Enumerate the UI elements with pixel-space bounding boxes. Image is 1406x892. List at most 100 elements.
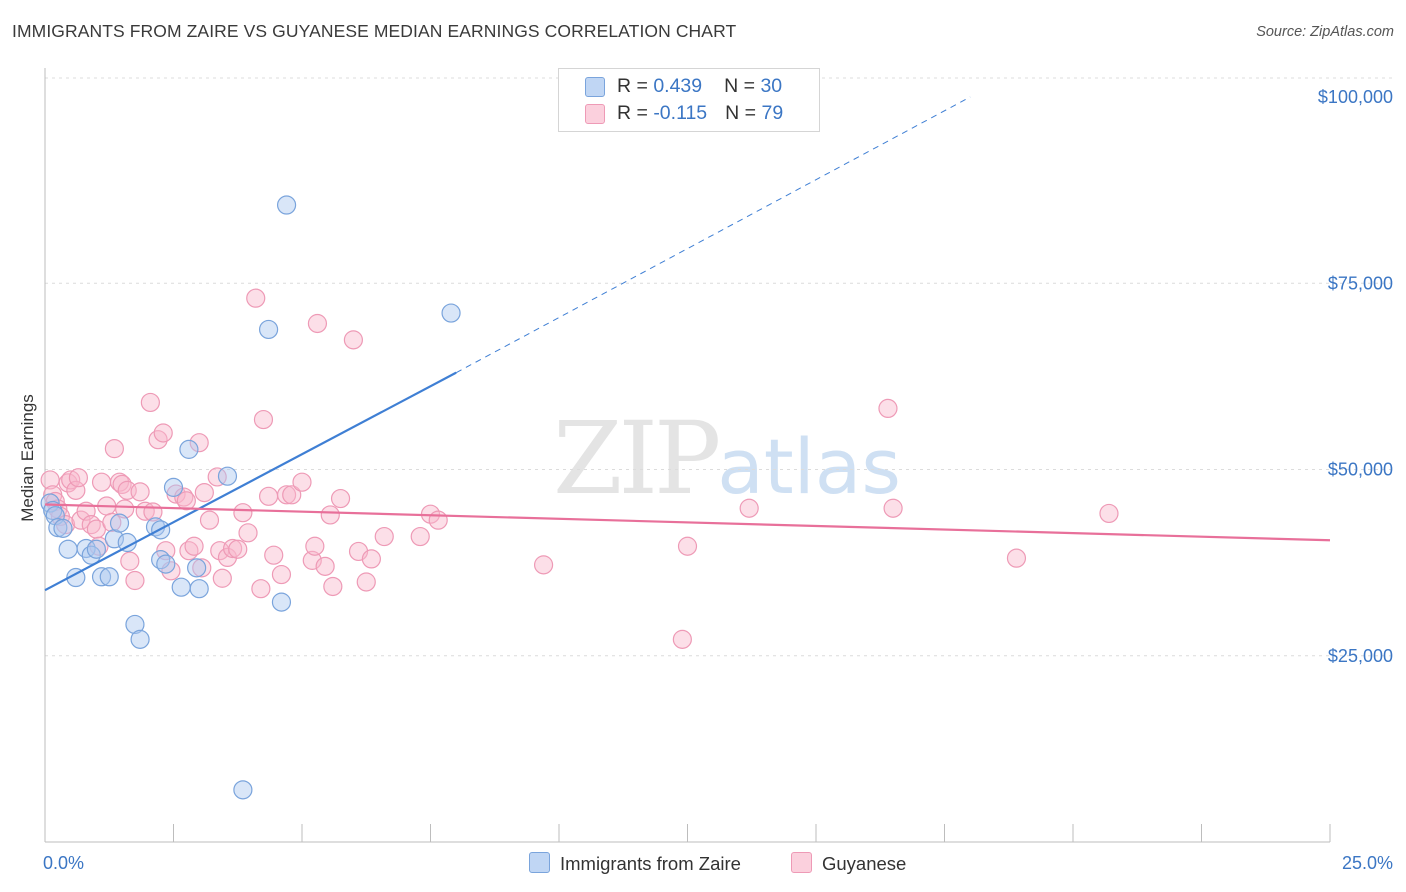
zaire-point [104, 529, 124, 549]
guyanese-point [292, 472, 312, 492]
zaire-point [156, 554, 176, 574]
guyanese-point [330, 488, 351, 509]
guyanese-point [192, 558, 212, 578]
zaire-point [187, 558, 207, 578]
zaire-point [40, 493, 60, 513]
guyanese-point [428, 510, 448, 530]
guyanese-point [356, 572, 376, 592]
zaire-point [233, 780, 253, 800]
x-tick-label: 25.0% [1342, 853, 1393, 873]
guyanese-trend-line [44, 503, 1331, 542]
zaire-trend-extension [455, 96, 971, 374]
zaire-point [58, 539, 78, 559]
zaire-point [130, 629, 150, 649]
legend-n-value: 79 [761, 102, 784, 124]
legend-r-label: R = [617, 102, 654, 124]
legend-r-label: R = [617, 75, 654, 97]
chart-title: IMMIGRANTS FROM ZAIRE VS GUYANESE MEDIAN… [12, 21, 737, 41]
guyanese-point [410, 526, 430, 547]
legend-text-zaire: R = 0.439 N = 30 [617, 75, 782, 98]
zaire-point [179, 439, 199, 459]
zaire-point [189, 579, 209, 599]
legend-n-label: N = [725, 102, 762, 124]
guyanese-point [533, 555, 554, 575]
zaire-trend-line [44, 371, 457, 592]
guyanese-point [156, 541, 176, 561]
watermark: ZIPatlas [553, 400, 901, 517]
guyanese-point [217, 547, 238, 568]
guyanese-point [246, 288, 266, 308]
watermark-zip: ZIP [553, 400, 721, 517]
guyanese-point [1006, 548, 1027, 568]
guyanese-point [194, 482, 214, 503]
zaire-point [91, 567, 112, 587]
guyanese-point [238, 523, 258, 543]
zaire-point [171, 577, 191, 597]
guyanese-point [112, 474, 132, 494]
guyanese-point [253, 409, 274, 430]
zaire-point [276, 195, 297, 215]
guyanese-point [61, 470, 81, 490]
guyanese-point [115, 499, 135, 519]
zaire-point [99, 567, 119, 587]
zaire-point [53, 518, 73, 538]
zaire-point [217, 466, 238, 486]
legend-n-value: 30 [760, 75, 783, 97]
guyanese-point [212, 568, 232, 588]
y-tick-label: $100,000 [1318, 87, 1393, 107]
guyanese-point [374, 526, 394, 547]
zaire-point [271, 592, 292, 612]
zaire-point [441, 303, 461, 323]
guyanese-point [71, 510, 91, 530]
guyanese-point [199, 510, 220, 530]
zaire-point [163, 477, 184, 497]
zaire-point [43, 500, 63, 521]
bottom-legend-label-guyanese: Guyanese [822, 853, 907, 874]
guyanese-point [282, 485, 302, 505]
guyanese-point [140, 392, 160, 413]
guyanese-point [251, 579, 271, 599]
y-tick-label: $25,000 [1328, 646, 1393, 666]
guyanese-point [883, 498, 903, 518]
guyanese-point [315, 556, 335, 576]
guyanese-point [343, 330, 363, 350]
correlation-legend: R = 0.439 N = 30 R = -0.115 N = 79 [558, 68, 820, 132]
bottom-legend-label-zaire: Immigrants from Zaire [560, 853, 741, 874]
guyanese-point [361, 549, 381, 569]
guyanese-point [184, 536, 204, 556]
x-tick-label: 0.0% [43, 853, 84, 873]
zaire-point [81, 545, 101, 565]
watermark-atlas: atlas [717, 422, 901, 511]
guyanese-point [228, 539, 248, 559]
bottom-legend-swatch-guyanese [791, 852, 812, 873]
legend-r-value: -0.115 [653, 102, 708, 124]
y-tick-label: $75,000 [1328, 273, 1393, 293]
chart-source: Source: ZipAtlas.com [1256, 24, 1394, 40]
guyanese-point [68, 468, 89, 488]
legend-swatch-zaire [585, 77, 605, 97]
guyanese-point [130, 482, 150, 502]
guyanese-point [120, 551, 140, 571]
guyanese-point [878, 398, 898, 419]
legend-n-label: N = [724, 75, 761, 97]
guyanese-point [264, 545, 284, 565]
guyanese-point [677, 536, 698, 556]
guyanese-point [258, 486, 279, 506]
bottom-legend-guyanese: Guyanese [791, 852, 906, 875]
y-tick-label: $50,000 [1328, 460, 1393, 480]
guyanese-point [320, 505, 340, 525]
legend-text-guyanese: R = -0.115 N = 79 [617, 102, 783, 125]
guyanese-point [189, 433, 209, 453]
zaire-point [86, 539, 107, 559]
guyanese-point [223, 538, 243, 559]
guyanese-point [58, 473, 78, 493]
zaire-point [48, 518, 68, 538]
guyanese-point [233, 503, 253, 523]
zaire-point [109, 513, 130, 533]
guyanese-point [207, 467, 227, 487]
zaire-point [125, 614, 145, 635]
guyanese-point [271, 564, 292, 585]
guyanese-point [276, 485, 297, 505]
guyanese-point [66, 480, 86, 500]
